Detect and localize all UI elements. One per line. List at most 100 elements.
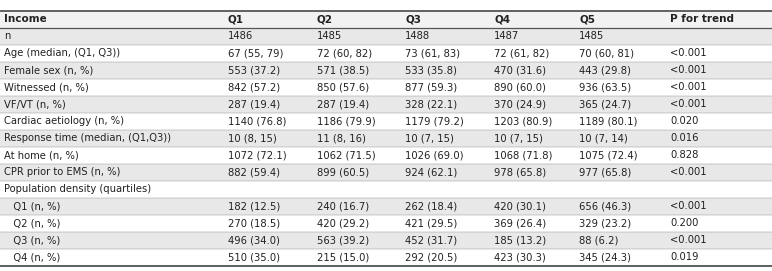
Text: 0.828: 0.828 xyxy=(670,150,699,160)
Text: Witnessed (n, %): Witnessed (n, %) xyxy=(4,82,89,92)
Text: 0.019: 0.019 xyxy=(670,252,699,262)
Text: <0.001: <0.001 xyxy=(670,65,706,75)
Text: 67 (55, 79): 67 (55, 79) xyxy=(228,48,283,58)
Text: 1485: 1485 xyxy=(317,31,342,41)
Text: Age (median, (Q1, Q3)): Age (median, (Q1, Q3)) xyxy=(4,48,120,58)
Text: At home (n, %): At home (n, %) xyxy=(4,150,79,160)
Text: Q4 (n, %): Q4 (n, %) xyxy=(4,252,60,262)
Text: 496 (34.0): 496 (34.0) xyxy=(228,235,279,245)
Text: 553 (37.2): 553 (37.2) xyxy=(228,65,280,75)
Text: 924 (62.1): 924 (62.1) xyxy=(405,167,458,177)
Text: 365 (24.7): 365 (24.7) xyxy=(579,99,631,109)
Text: Income: Income xyxy=(4,14,46,24)
Text: 1488: 1488 xyxy=(405,31,431,41)
Text: 421 (29.5): 421 (29.5) xyxy=(405,218,458,228)
Text: Q1 (n, %): Q1 (n, %) xyxy=(4,201,60,211)
Bar xyxy=(0,79,772,96)
Bar xyxy=(0,198,772,215)
Text: 899 (60.5): 899 (60.5) xyxy=(317,167,369,177)
Bar xyxy=(0,113,772,130)
Text: 423 (30.3): 423 (30.3) xyxy=(494,252,546,262)
Bar xyxy=(0,164,772,181)
Text: <0.001: <0.001 xyxy=(670,201,706,211)
Text: 1072 (72.1): 1072 (72.1) xyxy=(228,150,286,160)
Text: 0.016: 0.016 xyxy=(670,133,699,143)
Text: 1189 (80.1): 1189 (80.1) xyxy=(579,116,638,126)
Text: Q4: Q4 xyxy=(494,14,510,24)
Text: 977 (65.8): 977 (65.8) xyxy=(579,167,631,177)
Text: 0.200: 0.200 xyxy=(670,218,699,228)
Text: 882 (59.4): 882 (59.4) xyxy=(228,167,279,177)
Text: 1140 (76.8): 1140 (76.8) xyxy=(228,116,286,126)
Text: 88 (6.2): 88 (6.2) xyxy=(579,235,618,245)
Text: 292 (20.5): 292 (20.5) xyxy=(405,252,458,262)
Text: 287 (19.4): 287 (19.4) xyxy=(228,99,280,109)
Text: <0.001: <0.001 xyxy=(670,99,706,109)
Text: 72 (61, 82): 72 (61, 82) xyxy=(494,48,550,58)
Bar xyxy=(0,62,772,79)
Bar xyxy=(0,130,772,147)
Bar xyxy=(0,96,772,113)
Text: Q1: Q1 xyxy=(228,14,244,24)
Text: Response time (median, (Q1,Q3)): Response time (median, (Q1,Q3)) xyxy=(4,133,171,143)
Text: 1486: 1486 xyxy=(228,31,253,41)
Text: Female sex (n, %): Female sex (n, %) xyxy=(4,65,93,75)
Bar xyxy=(0,232,772,249)
Text: 73 (61, 83): 73 (61, 83) xyxy=(405,48,460,58)
Text: 1485: 1485 xyxy=(579,31,604,41)
Text: 345 (24.3): 345 (24.3) xyxy=(579,252,631,262)
Bar xyxy=(0,45,772,62)
Text: 978 (65.8): 978 (65.8) xyxy=(494,167,547,177)
Text: 1186 (79.9): 1186 (79.9) xyxy=(317,116,375,126)
Text: 420 (30.1): 420 (30.1) xyxy=(494,201,546,211)
Text: 452 (31.7): 452 (31.7) xyxy=(405,235,458,245)
Text: 563 (39.2): 563 (39.2) xyxy=(317,235,369,245)
Bar xyxy=(0,11,772,28)
Text: 877 (59.3): 877 (59.3) xyxy=(405,82,458,92)
Text: 70 (60, 81): 70 (60, 81) xyxy=(579,48,634,58)
Text: 842 (57.2): 842 (57.2) xyxy=(228,82,280,92)
Text: Q2 (n, %): Q2 (n, %) xyxy=(4,218,60,228)
Text: CPR prior to EMS (n, %): CPR prior to EMS (n, %) xyxy=(4,167,120,177)
Text: 10 (7, 14): 10 (7, 14) xyxy=(579,133,628,143)
Bar xyxy=(0,28,772,45)
Text: 890 (60.0): 890 (60.0) xyxy=(494,82,546,92)
Text: 182 (12.5): 182 (12.5) xyxy=(228,201,280,211)
Text: 72 (60, 82): 72 (60, 82) xyxy=(317,48,371,58)
Text: Q2: Q2 xyxy=(317,14,333,24)
Text: 533 (35.8): 533 (35.8) xyxy=(405,65,457,75)
Text: 0.020: 0.020 xyxy=(670,116,699,126)
Text: <0.001: <0.001 xyxy=(670,235,706,245)
Text: 850 (57.6): 850 (57.6) xyxy=(317,82,369,92)
Text: <0.001: <0.001 xyxy=(670,48,706,58)
Text: Population density (quartiles): Population density (quartiles) xyxy=(4,184,151,194)
Text: P for trend: P for trend xyxy=(670,14,734,24)
Text: 1026 (69.0): 1026 (69.0) xyxy=(405,150,464,160)
Text: 10 (7, 15): 10 (7, 15) xyxy=(405,133,454,143)
Bar xyxy=(0,215,772,232)
Text: 1203 (80.9): 1203 (80.9) xyxy=(494,116,552,126)
Text: Q3 (n, %): Q3 (n, %) xyxy=(4,235,60,245)
Text: 1068 (71.8): 1068 (71.8) xyxy=(494,150,553,160)
Text: 215 (15.0): 215 (15.0) xyxy=(317,252,369,262)
Text: Q3: Q3 xyxy=(405,14,422,24)
Text: Q5: Q5 xyxy=(579,14,595,24)
Text: <0.001: <0.001 xyxy=(670,167,706,177)
Text: 470 (31.6): 470 (31.6) xyxy=(494,65,546,75)
Text: 1487: 1487 xyxy=(494,31,520,41)
Text: 1179 (79.2): 1179 (79.2) xyxy=(405,116,464,126)
Bar xyxy=(0,249,772,266)
Text: 240 (16.7): 240 (16.7) xyxy=(317,201,369,211)
Text: 443 (29.8): 443 (29.8) xyxy=(579,65,631,75)
Text: 510 (35.0): 510 (35.0) xyxy=(228,252,279,262)
Text: n: n xyxy=(4,31,10,41)
Text: 10 (8, 15): 10 (8, 15) xyxy=(228,133,276,143)
Text: 370 (24.9): 370 (24.9) xyxy=(494,99,546,109)
Text: VF/VT (n, %): VF/VT (n, %) xyxy=(4,99,66,109)
Text: 656 (46.3): 656 (46.3) xyxy=(579,201,631,211)
Text: 185 (13.2): 185 (13.2) xyxy=(494,235,547,245)
Text: 11 (8, 16): 11 (8, 16) xyxy=(317,133,365,143)
Text: 287 (19.4): 287 (19.4) xyxy=(317,99,369,109)
Text: Cardiac aetiology (n, %): Cardiac aetiology (n, %) xyxy=(4,116,124,126)
Text: 936 (63.5): 936 (63.5) xyxy=(579,82,631,92)
